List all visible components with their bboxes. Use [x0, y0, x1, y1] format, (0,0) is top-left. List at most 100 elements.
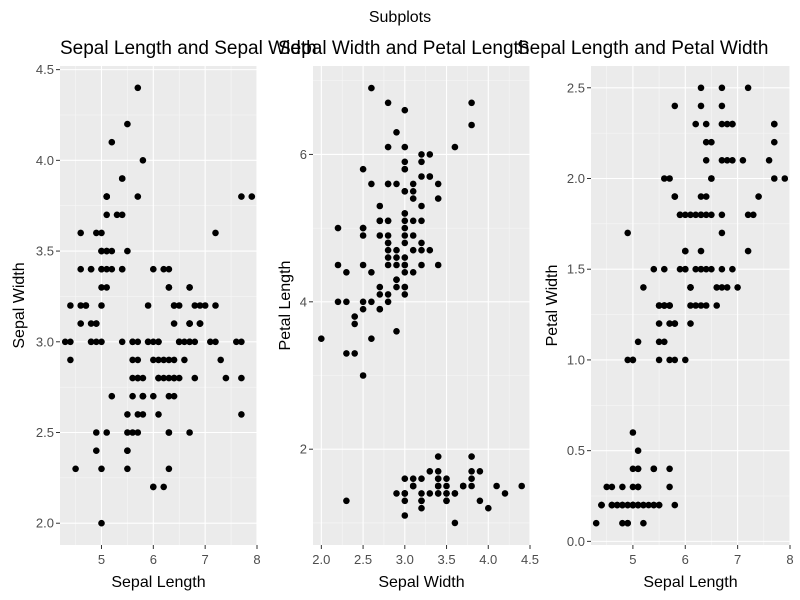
data-point	[501, 490, 509, 497]
y-tick-label: 4	[300, 294, 307, 309]
data-point	[155, 374, 162, 382]
y-tick-label: 2.0	[567, 171, 585, 186]
data-point	[108, 247, 116, 255]
data-point	[697, 265, 705, 273]
data-point	[98, 302, 105, 309]
data-point	[697, 84, 705, 92]
data-point	[384, 217, 392, 225]
data-point	[418, 217, 425, 225]
data-point	[661, 302, 668, 309]
data-point	[459, 482, 467, 490]
data-point	[598, 501, 605, 509]
data-point	[640, 284, 647, 291]
data-point	[359, 305, 367, 313]
data-point	[401, 217, 409, 225]
points	[318, 84, 525, 527]
data-point	[619, 483, 626, 491]
x-tick-label: 4.0	[479, 552, 497, 567]
data-point	[434, 482, 442, 490]
data-point	[77, 265, 84, 273]
data-point	[98, 284, 105, 291]
data-point	[393, 490, 400, 497]
data-point	[451, 490, 459, 497]
data-point	[655, 320, 663, 327]
data-point	[103, 193, 110, 200]
data-point	[655, 302, 663, 309]
data-point	[723, 157, 731, 164]
data-point	[702, 265, 710, 273]
y-tick-label: 0.5	[567, 443, 585, 458]
data-point	[718, 211, 726, 219]
data-point	[368, 335, 375, 343]
data-point	[77, 229, 84, 237]
data-point	[212, 229, 219, 237]
data-point	[713, 284, 720, 291]
data-point	[401, 291, 409, 298]
data-point	[186, 338, 193, 346]
data-point	[351, 313, 359, 320]
x-tick-label: 6	[682, 552, 689, 567]
data-point	[401, 210, 409, 217]
data-point	[165, 284, 173, 291]
data-point	[175, 302, 183, 309]
data-point	[702, 302, 710, 309]
x-tick-label: 8	[253, 552, 260, 567]
data-point	[476, 468, 484, 475]
data-point	[139, 392, 147, 400]
data-point	[666, 302, 673, 309]
data-point	[634, 338, 642, 346]
data-point	[238, 193, 245, 200]
data-point	[93, 229, 100, 237]
x-tick-label: 8	[786, 552, 793, 567]
data-point	[238, 338, 245, 346]
data-point	[485, 504, 492, 512]
data-point	[418, 151, 425, 158]
data-point	[376, 202, 384, 210]
data-point	[713, 302, 720, 309]
data-point	[468, 121, 475, 129]
y-tick-label: 1.0	[567, 352, 585, 367]
data-point	[650, 501, 658, 509]
data-point	[702, 120, 710, 128]
data-point	[343, 497, 350, 505]
data-point	[393, 276, 400, 284]
data-point	[718, 84, 726, 92]
data-point	[144, 302, 152, 309]
data-point	[692, 265, 699, 273]
data-point	[708, 211, 715, 219]
x-axis-title: Sepal Length	[643, 574, 737, 591]
data-point	[144, 338, 152, 346]
data-point	[401, 143, 409, 151]
data-point	[755, 193, 762, 200]
data-point	[108, 392, 116, 400]
data-point	[134, 84, 142, 92]
data-point	[765, 157, 773, 164]
data-point	[468, 453, 475, 460]
data-point	[443, 475, 450, 483]
data-point	[634, 483, 642, 491]
data-point	[697, 102, 705, 110]
data-point	[671, 356, 679, 364]
data-point	[708, 265, 715, 273]
data-point	[384, 291, 392, 298]
data-point	[624, 356, 631, 364]
data-point	[393, 328, 400, 335]
data-point	[418, 246, 425, 254]
data-point	[93, 429, 100, 436]
data-point	[170, 392, 178, 400]
data-point	[655, 356, 663, 364]
data-point	[671, 320, 679, 327]
data-point	[150, 356, 157, 364]
data-point	[160, 374, 167, 382]
data-point	[77, 320, 84, 327]
data-point	[697, 211, 705, 219]
data-point	[619, 519, 626, 527]
data-point	[359, 165, 367, 173]
data-point	[334, 298, 342, 306]
data-point	[359, 224, 367, 232]
data-point	[150, 338, 157, 346]
data-point	[434, 475, 442, 483]
data-point	[103, 284, 110, 291]
y-tick-label: 4.5	[36, 62, 54, 77]
data-point	[650, 265, 658, 273]
